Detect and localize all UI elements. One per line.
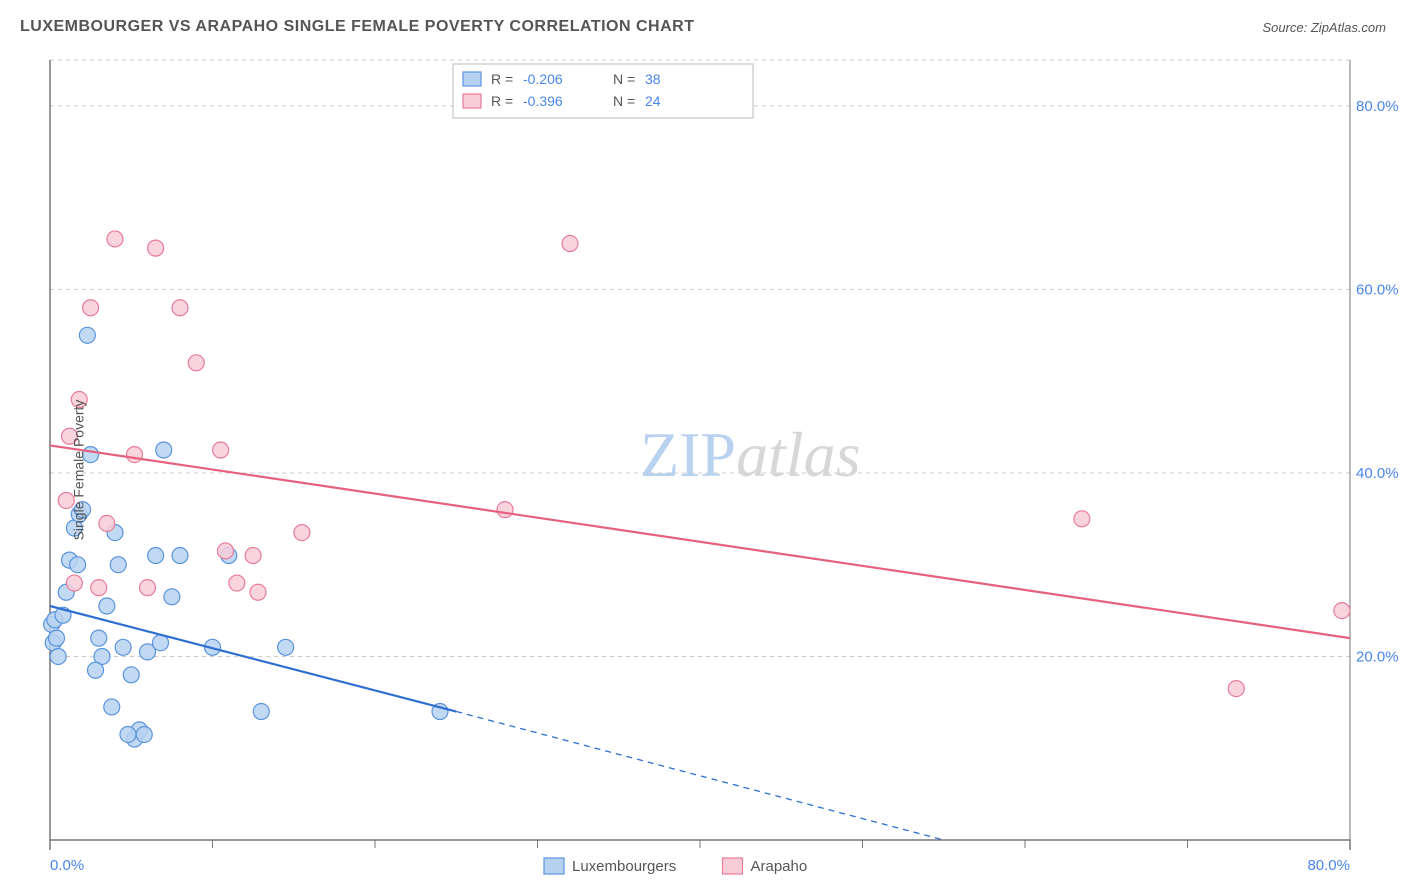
legend-swatch bbox=[723, 858, 743, 874]
legend-n-label: N = bbox=[613, 93, 635, 109]
scatter-point bbox=[148, 548, 164, 564]
scatter-point bbox=[294, 525, 310, 541]
scatter-point bbox=[49, 630, 65, 646]
scatter-point bbox=[107, 231, 123, 247]
legend-swatch bbox=[463, 94, 481, 108]
legend-r-label: R = bbox=[491, 93, 513, 109]
legend-n-label: N = bbox=[613, 71, 635, 87]
source-attribution: Source: ZipAtlas.com bbox=[1262, 20, 1386, 35]
scatter-point bbox=[1334, 603, 1350, 619]
y-tick-label: 80.0% bbox=[1356, 98, 1399, 115]
scatter-point bbox=[127, 447, 143, 463]
legend-swatch bbox=[463, 72, 481, 86]
scatter-point bbox=[88, 662, 104, 678]
scatter-point bbox=[156, 442, 172, 458]
scatter-point bbox=[218, 543, 234, 559]
scatter-point bbox=[250, 584, 266, 600]
scatter-point bbox=[497, 502, 513, 518]
scatter-point bbox=[1228, 681, 1244, 697]
scatter-point bbox=[164, 589, 180, 605]
chart-title: LUXEMBOURGER VS ARAPAHO SINGLE FEMALE PO… bbox=[20, 18, 695, 36]
scatter-point bbox=[66, 575, 82, 591]
scatter-point bbox=[83, 300, 99, 316]
scatter-point bbox=[1074, 511, 1090, 527]
scatter-point bbox=[140, 580, 156, 596]
legend-r-label: R = bbox=[491, 71, 513, 87]
scatter-point bbox=[91, 630, 107, 646]
scatter-point bbox=[79, 327, 95, 343]
scatter-point bbox=[70, 557, 86, 573]
source-prefix: Source: bbox=[1262, 20, 1310, 35]
regression-line-extrapolated bbox=[456, 712, 944, 840]
scatter-point bbox=[110, 557, 126, 573]
scatter-point bbox=[99, 598, 115, 614]
legend-swatch bbox=[544, 858, 564, 874]
scatter-point bbox=[123, 667, 139, 683]
scatter-point bbox=[148, 240, 164, 256]
y-axis-label: Single Female Poverty bbox=[70, 400, 86, 541]
legend-label: Luxembourgers bbox=[572, 858, 676, 875]
scatter-point bbox=[562, 236, 578, 252]
scatter-point bbox=[115, 639, 131, 655]
scatter-point bbox=[172, 548, 188, 564]
legend-n-value: 38 bbox=[645, 71, 661, 87]
legend-n-value: 24 bbox=[645, 93, 661, 109]
source-name: ZipAtlas.com bbox=[1311, 20, 1386, 35]
legend-label: Arapaho bbox=[751, 858, 808, 875]
scatter-chart: 0.0% 80.0% 20.0% 40.0% 60.0% 80.0% R = -0.206 N… bbox=[0, 48, 1406, 892]
regression-line bbox=[50, 445, 1350, 638]
legend-r-value: -0.206 bbox=[523, 71, 563, 87]
y-tick-label: 40.0% bbox=[1356, 465, 1399, 482]
scatter-point bbox=[213, 442, 229, 458]
y-tick-label: 60.0% bbox=[1356, 281, 1399, 298]
scatter-point bbox=[91, 580, 107, 596]
scatter-point bbox=[99, 515, 115, 531]
x-tick-label: 80.0% bbox=[1307, 857, 1350, 874]
y-tick-label: 20.0% bbox=[1356, 648, 1399, 665]
regression-line bbox=[50, 606, 456, 712]
scatter-point bbox=[229, 575, 245, 591]
legend-r-value: -0.396 bbox=[523, 93, 563, 109]
chart-container: Single Female Poverty ZIPatlas 0.0%80.0%… bbox=[0, 48, 1406, 892]
scatter-point bbox=[245, 548, 261, 564]
scatter-point bbox=[104, 699, 120, 715]
x-tick-label: 0.0% bbox=[50, 857, 84, 874]
scatter-point bbox=[50, 648, 66, 664]
scatter-point bbox=[136, 726, 152, 742]
scatter-point bbox=[278, 639, 294, 655]
points-group bbox=[44, 231, 1350, 747]
scatter-point bbox=[253, 704, 269, 720]
scatter-point bbox=[172, 300, 188, 316]
scatter-point bbox=[188, 355, 204, 371]
scatter-point bbox=[120, 726, 136, 742]
